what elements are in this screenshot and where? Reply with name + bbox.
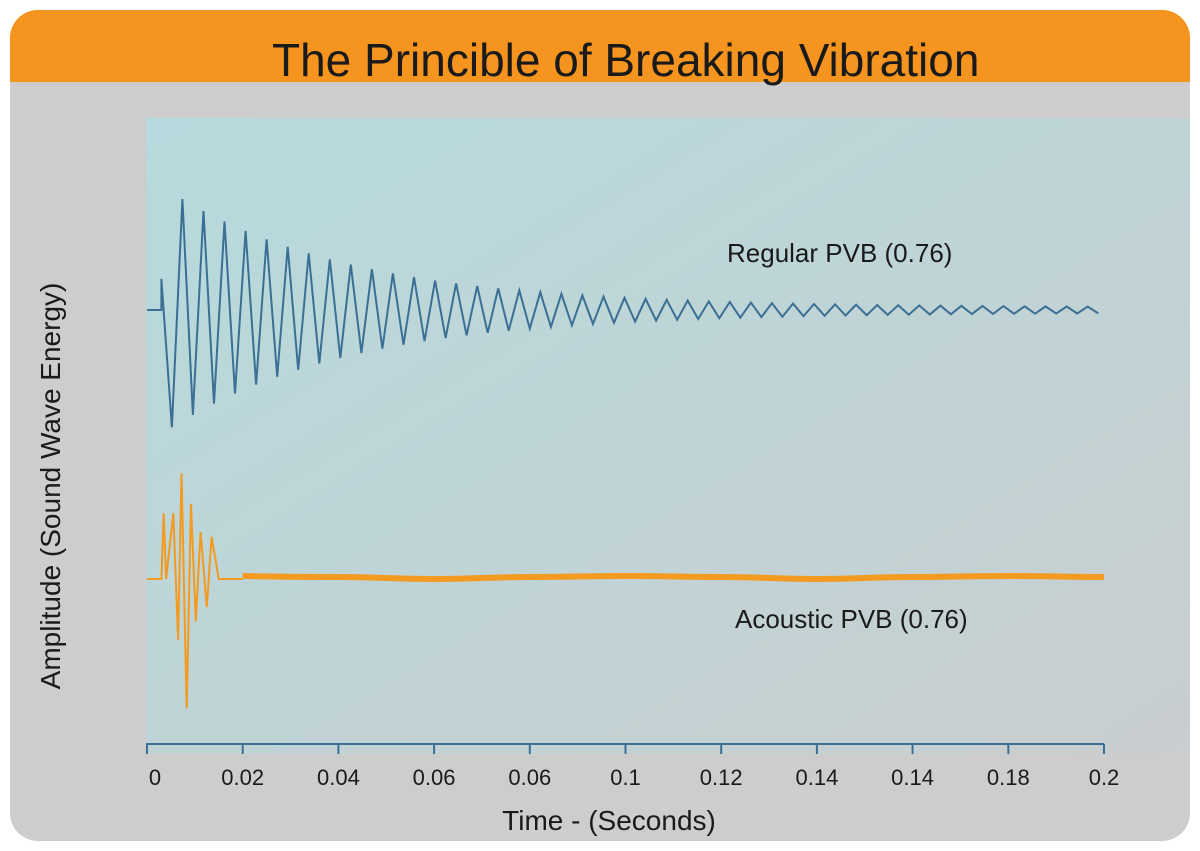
x-axis-ticks: 0 0.02 0.04 0.06 0.06 0.1 0.12 0.14 0.14 0.18 0.2: [146, 744, 1120, 790]
chart-card: The Princible of Breaking Vibration 0 0.0…: [10, 10, 1190, 841]
x-tick-label: 0.1: [610, 765, 641, 790]
x-tick-label: 0.04: [317, 765, 360, 790]
x-tick-label: 0.2: [1089, 765, 1120, 790]
vibration-chart: 0 0.02 0.04 0.06 0.06 0.1 0.12 0.14 0.14 0.18 0.2 …: [35, 118, 1190, 836]
plot-area: [146, 118, 1190, 754]
chart-title: The Princible of Breaking Vibration: [272, 34, 980, 86]
x-tick-label: 0.06: [508, 765, 551, 790]
regular-pvb-label: Regular PVB (0.76): [727, 238, 952, 268]
x-axis-label: Time - (Seconds): [502, 805, 716, 836]
x-tick-label: 0.12: [700, 765, 743, 790]
acoustic-pvb-series-oscillation: [147, 473, 243, 709]
x-tick-label: 0: [149, 765, 161, 790]
acoustic-pvb-label: Acoustic PVB (0.76): [735, 604, 968, 634]
x-tick-label: 0.14: [891, 765, 934, 790]
x-tick-label: 0.18: [987, 765, 1030, 790]
acoustic-pvb-series-line: [242, 572, 1105, 583]
y-axis-label: Amplitude (Sound Wave Energy): [35, 283, 66, 690]
x-tick-label: 0.06: [413, 765, 456, 790]
x-tick-label: 0.14: [795, 765, 838, 790]
regular-pvb-series-line: [147, 199, 1099, 428]
x-tick-label: 0.02: [221, 765, 264, 790]
title-bar: The Princible of Breaking Vibration: [10, 10, 1190, 86]
